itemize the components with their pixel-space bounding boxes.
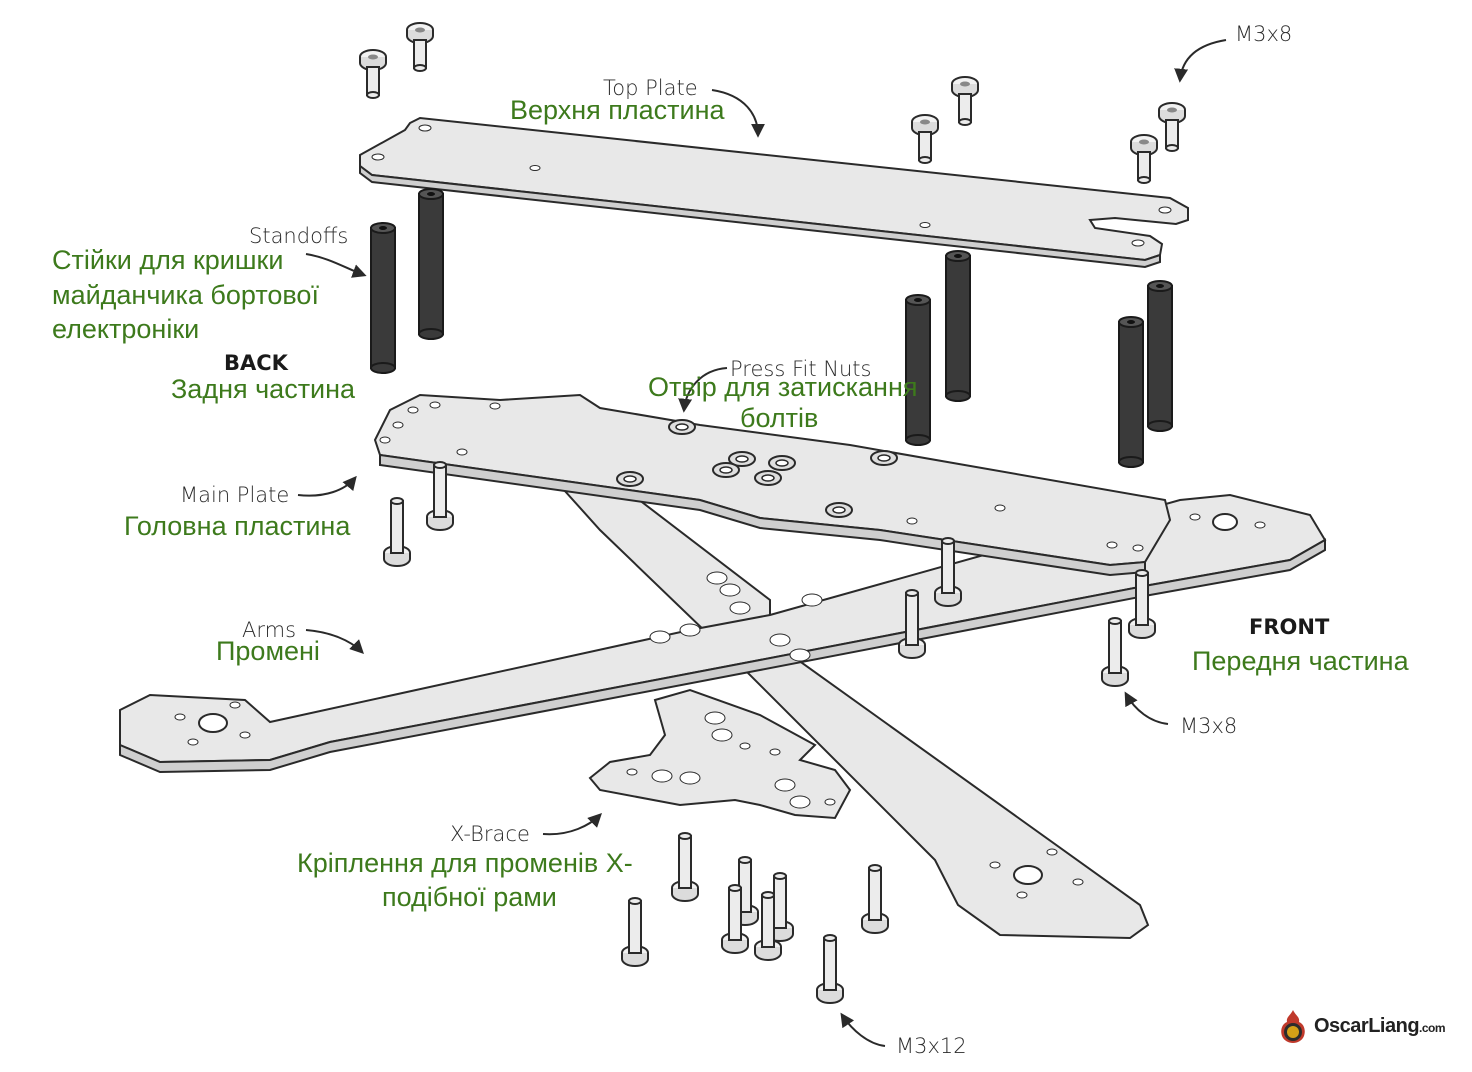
label-press-fit-en: Press Fit Nuts [730, 357, 872, 381]
label-press-fit-ua-2: болтів [740, 403, 819, 433]
press-fit-nut [668, 419, 696, 435]
arrow-m3x12 [840, 1012, 886, 1047]
standoff [945, 250, 971, 402]
label-top-plate-ua: Верхня пластина [510, 95, 725, 125]
label-press-fit-ua-1: Отвір для затискання [648, 372, 918, 402]
label-m3x8-right: M3x8 [1180, 714, 1238, 738]
label-back-ua: Задня частина [171, 374, 356, 404]
arrow-arms [305, 629, 364, 654]
label-x-brace-ua-2: подібної рами [382, 882, 557, 912]
press-fit-nut [616, 471, 644, 487]
arrow-main-plate [297, 475, 357, 497]
screw [951, 76, 979, 126]
oscarliang-logo: OscarLiang.com [1278, 1008, 1446, 1044]
bottom-screws [621, 832, 889, 1004]
label-front-en: FRONT [1249, 615, 1330, 639]
label-main-plate-ua: Головна пластина [124, 511, 351, 541]
label-standoffs-ua-3: електроніки [52, 314, 200, 344]
logo-suffix: .com [1419, 1020, 1446, 1035]
arrow-top-plate [711, 89, 765, 138]
label-x-brace-ua-1: Кріплення для променів X- [297, 848, 633, 878]
press-fit-nut [754, 470, 782, 486]
screw [621, 897, 649, 967]
label-standoffs-en: Standoffs [249, 224, 349, 248]
screw [383, 497, 411, 567]
logo-text: OscarLiang [1314, 1014, 1420, 1037]
screw [816, 934, 844, 1004]
press-fit-nut [825, 502, 853, 518]
label-x-brace-en: X-Brace [450, 822, 530, 846]
press-fit-nut [712, 462, 740, 478]
label-front-ua: Передня частина [1192, 646, 1409, 676]
screw [861, 864, 889, 934]
screw [1130, 134, 1158, 184]
label-arms-en: Arms [242, 618, 297, 642]
standoff [905, 294, 931, 446]
standoff [1147, 280, 1173, 432]
screw [406, 22, 434, 72]
arrow-m3x8-top [1174, 39, 1227, 83]
arrow-press-fit [678, 367, 728, 413]
label-main-plate-en: Main Plate [180, 483, 290, 507]
label-arms-ua: Промені [216, 636, 320, 666]
arrow-x-brace [542, 813, 602, 836]
top-plate [359, 116, 1189, 269]
screw [911, 114, 939, 164]
label-back-en: BACK [224, 351, 288, 375]
standoff [370, 222, 396, 374]
standoff [1118, 316, 1144, 468]
press-fit-nut [768, 455, 796, 471]
screw [1158, 102, 1186, 152]
flame-badge-icon [1281, 1010, 1305, 1043]
label-standoffs-ua-1: Стійки для кришки [52, 245, 284, 275]
label-standoffs-ua-2: майданчика бортової [52, 280, 319, 310]
screw [671, 832, 699, 902]
standoff [418, 188, 444, 340]
label-top-plate-en: Top Plate [603, 76, 698, 100]
press-fit-nut [870, 450, 898, 466]
label-m3x12: M3x12 [896, 1034, 967, 1058]
label-m3x8-top: M3x8 [1235, 22, 1293, 46]
screw [1101, 617, 1129, 687]
screw [359, 49, 387, 99]
arrow-standoffs [305, 253, 367, 278]
arrow-m3x8-right [1124, 691, 1169, 725]
x-brace [588, 688, 852, 820]
leader-arrows [297, 39, 1227, 1047]
